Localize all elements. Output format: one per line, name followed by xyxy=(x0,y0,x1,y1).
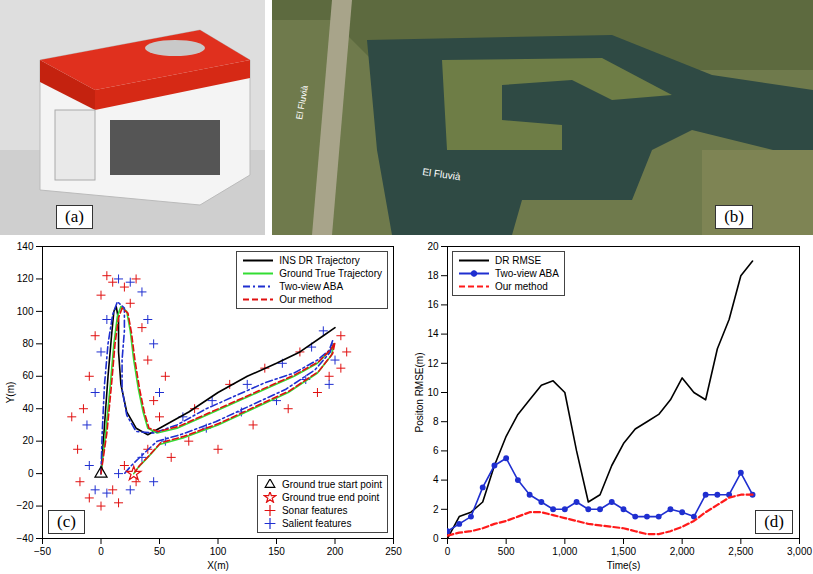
svg-text:1,500: 1,500 xyxy=(611,546,636,557)
svg-text:Time(s): Time(s) xyxy=(607,560,641,571)
svg-text:X(m): X(m) xyxy=(207,560,229,571)
svg-text:0: 0 xyxy=(445,546,451,557)
svg-text:Y(m): Y(m) xyxy=(5,382,16,404)
html-text:Our method: Our method xyxy=(279,294,332,305)
html-text:Ground true start point: Ground true start point xyxy=(281,479,382,490)
html-text:Our method: Our method xyxy=(495,281,548,292)
svg-text:2,000: 2,000 xyxy=(670,546,695,557)
svg-text:18: 18 xyxy=(427,270,439,281)
html-text:Ground true end point: Ground true end point xyxy=(281,492,380,503)
svg-text:Positon RMSE(m): Positon RMSE(m) xyxy=(414,352,425,432)
svg-text:12: 12 xyxy=(427,358,439,369)
svg-text:El Fluvià: El Fluvià xyxy=(294,85,310,121)
svg-text:120: 120 xyxy=(17,273,34,284)
svg-text:10: 10 xyxy=(427,387,439,398)
svg-text:250: 250 xyxy=(385,546,402,557)
svg-text:500: 500 xyxy=(498,546,515,557)
svg-text:−50: −50 xyxy=(34,546,51,557)
svg-text:−40: −40 xyxy=(17,533,34,544)
svg-text:60: 60 xyxy=(22,370,34,381)
svg-text:El Fluvià: El Fluvià xyxy=(422,166,462,182)
html-text:INS DR Trajectory: INS DR Trajectory xyxy=(279,255,360,266)
svg-text:16: 16 xyxy=(427,299,439,310)
html-text:(a): (a) xyxy=(65,207,84,226)
html-text:DR RMSE: DR RMSE xyxy=(495,255,542,266)
svg-text:40: 40 xyxy=(22,403,34,414)
svg-text:150: 150 xyxy=(268,546,285,557)
svg-text:140: 140 xyxy=(17,241,34,252)
html-text:(c): (c) xyxy=(57,512,76,531)
svg-text:1,000: 1,000 xyxy=(552,546,577,557)
svg-text:4: 4 xyxy=(433,474,439,485)
html-text:Ground True Trajectory: Ground True Trajectory xyxy=(279,268,382,279)
svg-text:80: 80 xyxy=(22,338,34,349)
svg-text:6: 6 xyxy=(433,445,439,456)
svg-text:20: 20 xyxy=(427,241,439,252)
html-text:Salient features: Salient features xyxy=(281,518,352,529)
html-text:Two-view ABA: Two-view ABA xyxy=(495,268,559,279)
html-text:Two-view ABA: Two-view ABA xyxy=(279,281,344,292)
svg-text:2,500: 2,500 xyxy=(728,546,753,557)
svg-text:2: 2 xyxy=(433,504,439,515)
svg-text:200: 200 xyxy=(327,546,344,557)
svg-text:0: 0 xyxy=(28,468,34,479)
svg-text:3,000: 3,000 xyxy=(787,546,812,557)
html-text:Sonar features: Sonar features xyxy=(281,505,348,516)
svg-text:20: 20 xyxy=(22,435,34,446)
html-text:(b): (b) xyxy=(724,207,744,226)
svg-text:0: 0 xyxy=(98,546,104,557)
svg-text:100: 100 xyxy=(210,546,227,557)
svg-text:14: 14 xyxy=(427,328,439,339)
svg-text:50: 50 xyxy=(154,546,166,557)
svg-text:8: 8 xyxy=(433,416,439,427)
html-text:(d): (d) xyxy=(764,512,784,531)
svg-text:0: 0 xyxy=(433,533,439,544)
svg-text:100: 100 xyxy=(17,306,34,317)
svg-text:−20: −20 xyxy=(17,500,34,511)
